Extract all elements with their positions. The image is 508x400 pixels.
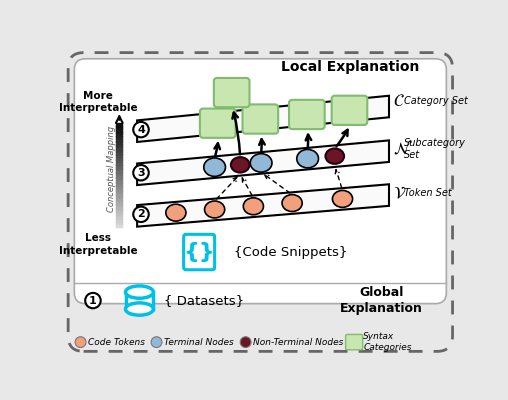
Circle shape <box>133 122 149 137</box>
FancyBboxPatch shape <box>214 78 249 107</box>
Text: More
Interpretable: More Interpretable <box>59 91 138 113</box>
Ellipse shape <box>243 198 264 215</box>
Text: Token Set: Token Set <box>404 188 452 198</box>
Text: 4: 4 <box>137 125 145 135</box>
FancyBboxPatch shape <box>68 53 453 351</box>
Circle shape <box>75 337 86 348</box>
Polygon shape <box>137 96 389 142</box>
Text: Local Explanation: Local Explanation <box>281 60 420 74</box>
Text: Syntax
Categories: Syntax Categories <box>363 332 412 352</box>
FancyBboxPatch shape <box>200 108 236 138</box>
FancyBboxPatch shape <box>332 96 367 125</box>
Text: {Code Snippets}: {Code Snippets} <box>234 246 347 258</box>
FancyBboxPatch shape <box>289 100 325 129</box>
Ellipse shape <box>125 286 153 298</box>
Ellipse shape <box>205 201 225 218</box>
Ellipse shape <box>231 157 249 172</box>
Circle shape <box>85 293 101 308</box>
Text: 3: 3 <box>137 168 145 178</box>
Text: $\mathcal{C}$: $\mathcal{C}$ <box>393 92 405 110</box>
Text: Less
Interpretable: Less Interpretable <box>59 233 138 256</box>
FancyBboxPatch shape <box>345 334 363 350</box>
Text: {}: {} <box>183 242 215 262</box>
Circle shape <box>133 207 149 222</box>
Text: { Datasets}: { Datasets} <box>164 294 244 307</box>
Text: 2: 2 <box>137 209 145 219</box>
Ellipse shape <box>125 303 153 315</box>
Text: 1: 1 <box>89 296 97 306</box>
Circle shape <box>151 337 162 348</box>
Text: Code Tokens: Code Tokens <box>88 338 145 347</box>
FancyBboxPatch shape <box>74 59 447 304</box>
Text: Terminal Nodes: Terminal Nodes <box>164 338 234 347</box>
Text: Non-Terminal Nodes: Non-Terminal Nodes <box>253 338 344 347</box>
Ellipse shape <box>326 148 344 164</box>
Text: Conceptual Mapping: Conceptual Mapping <box>107 126 116 212</box>
Polygon shape <box>137 140 389 185</box>
Ellipse shape <box>282 194 302 212</box>
Ellipse shape <box>250 154 272 172</box>
FancyBboxPatch shape <box>242 104 278 134</box>
Text: $\mathcal{V}$: $\mathcal{V}$ <box>393 184 406 202</box>
Polygon shape <box>137 184 389 227</box>
Text: Category Set: Category Set <box>404 96 467 106</box>
Text: Subcategory
Set: Subcategory Set <box>404 138 466 160</box>
Text: $\mathcal{N}$: $\mathcal{N}$ <box>393 140 412 158</box>
Circle shape <box>133 165 149 180</box>
Ellipse shape <box>332 190 353 207</box>
Ellipse shape <box>166 204 186 221</box>
Ellipse shape <box>297 150 319 168</box>
Polygon shape <box>125 292 153 309</box>
Text: Global
Explanation: Global Explanation <box>340 286 423 315</box>
FancyBboxPatch shape <box>183 234 214 270</box>
Circle shape <box>240 337 251 348</box>
Ellipse shape <box>204 158 226 176</box>
